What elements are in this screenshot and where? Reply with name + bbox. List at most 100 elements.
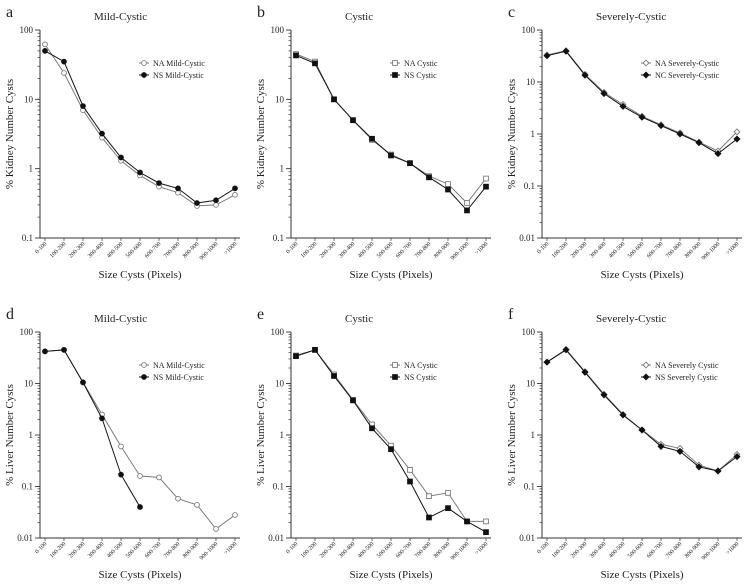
series-line: [44, 44, 236, 207]
y-tick-label: 10: [24, 379, 34, 389]
data-point: [426, 514, 432, 521]
x-tick-label: 700-800: [163, 541, 181, 559]
x-tick-label: 300-400: [87, 241, 105, 259]
panel-b: b Cystic 0.1 1 10 100 0-100 100-200 200-300 300-4…: [255, 4, 491, 281]
data-point: [543, 52, 551, 60]
data-point: [175, 495, 181, 502]
data-point: [61, 347, 67, 353]
x-tick-label: 600-700: [395, 241, 413, 259]
y-tick-label: 1: [531, 129, 536, 139]
data-point: [445, 490, 451, 496]
data-point: [543, 358, 551, 366]
data-point: [695, 463, 703, 471]
legend-marker: [392, 374, 398, 380]
y-axis-title: % Liver Number Cysts: [4, 384, 16, 486]
x-tick-label: >1000: [725, 241, 740, 256]
x-tick-label: 700-800: [163, 241, 181, 259]
data-point: [733, 453, 741, 461]
x-tick-label: 100-200: [300, 541, 318, 559]
series-line: [295, 349, 486, 522]
y-tick-label: 10: [275, 94, 285, 104]
legend-marker: [392, 60, 398, 66]
data-point: [213, 202, 219, 208]
legend-label: NA Mild-Cystic: [153, 361, 205, 370]
panel-title: Mild-Cystic: [94, 11, 147, 23]
x-tick-label: 800-900: [182, 241, 200, 259]
x-tick-label: 600-700: [646, 541, 664, 559]
data-point: [118, 443, 124, 450]
legend-label: NA Cystic: [404, 59, 438, 68]
legend-marker: [141, 60, 147, 66]
y-tick-label: 10: [526, 379, 536, 389]
data-point: [350, 117, 356, 124]
data-point: [483, 175, 489, 182]
x-tick-label: 700-800: [414, 241, 432, 259]
x-tick-label: 400-500: [608, 541, 626, 559]
data-point: [581, 368, 589, 376]
x-tick-label: >1000: [474, 241, 489, 256]
data-point: [638, 426, 646, 434]
x-tick-label: 200-300: [319, 241, 337, 259]
x-tick-label: 200-300: [68, 541, 86, 559]
x-tick-label: 900-1000: [701, 241, 722, 262]
series-na: [42, 41, 238, 209]
data-point: [137, 504, 143, 510]
series-ns: [293, 52, 489, 214]
x-tick-label: 500-600: [125, 541, 143, 559]
data-point: [483, 518, 489, 525]
data-point: [657, 122, 665, 130]
data-point: [733, 128, 741, 136]
data-point: [464, 207, 470, 214]
y-tick-label: 100: [522, 327, 536, 337]
legend: NA Severely Cystic NS Severely Cystic: [641, 361, 719, 382]
y-tick-label: 0.1: [524, 181, 535, 191]
panel-c: c Severely-Cystic 0.01 0.1 1 10 100 0-100 100-20…: [506, 4, 742, 281]
data-point: [350, 397, 356, 404]
legend-marker: [141, 374, 147, 380]
data-point: [464, 518, 470, 525]
panel-title: Cystic: [345, 313, 373, 325]
data-point: [42, 41, 48, 48]
data-point: [714, 150, 722, 158]
legend-marker: [642, 59, 650, 67]
series-ns: [42, 48, 238, 206]
data-point: [312, 60, 318, 67]
x-tick-label: 800-900: [684, 541, 702, 559]
series-ns: [543, 346, 741, 475]
series-line: [44, 50, 236, 204]
x-tick-label: 600-700: [144, 541, 162, 559]
x-axis-title: Size Cysts (Pixels): [600, 569, 683, 581]
data-point: [156, 474, 162, 481]
legend-label: NA Severely-Cystic: [655, 59, 720, 68]
x-tick-label: 700-800: [665, 241, 683, 259]
panel-d: d Mild-Cystic 0.01 0.1 1 10 100 0-100 100-200 200…: [4, 306, 240, 581]
data-point: [118, 471, 124, 478]
data-point: [156, 180, 162, 186]
legend-label: NS Mild-Cystic: [153, 373, 204, 382]
series-line: [295, 54, 487, 212]
y-axis-title: % Kidney Number Cysts: [4, 79, 16, 189]
legend: NA Cystic NS Cystic: [390, 361, 438, 382]
legend-marker: [392, 72, 398, 78]
series-ns: [42, 347, 143, 510]
y-tick-label: 1: [29, 164, 34, 174]
x-tick-label: 100-200: [49, 241, 67, 259]
x-tick-label: 0-100: [536, 241, 550, 255]
data-point: [312, 347, 318, 353]
y-tick-label: 10: [275, 379, 285, 389]
x-tick-label: 200-300: [319, 541, 337, 559]
legend-label: NS Cystic: [404, 71, 437, 80]
data-point: [445, 186, 451, 193]
data-point: [42, 48, 48, 54]
legend-label: NS Severely Cystic: [655, 373, 718, 382]
legend-marker: [642, 361, 650, 369]
data-point: [293, 52, 299, 59]
x-tick-label: 400-500: [106, 241, 124, 259]
data-point: [562, 47, 570, 55]
x-tick-label: 800-900: [182, 541, 200, 559]
x-tick-label: 800-900: [433, 241, 451, 259]
x-tick-label: 900-1000: [701, 541, 722, 562]
x-tick-label: 300-400: [338, 541, 356, 559]
data-point: [213, 526, 219, 532]
